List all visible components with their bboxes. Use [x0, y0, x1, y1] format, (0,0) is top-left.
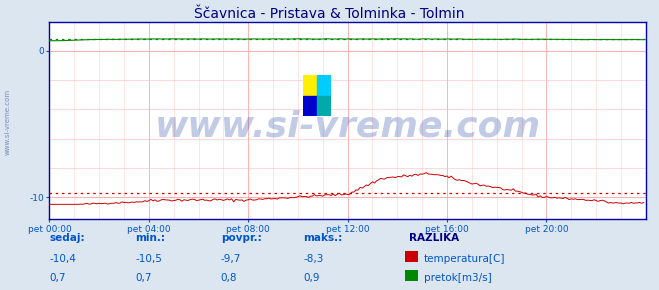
Text: -8,3: -8,3 [303, 254, 324, 264]
Text: maks.:: maks.: [303, 233, 343, 243]
Text: temperatura[C]: temperatura[C] [424, 254, 505, 264]
Text: RAZLIKA: RAZLIKA [409, 233, 459, 243]
Bar [317, 96, 331, 116]
Bar [303, 75, 317, 96]
Text: 0,7: 0,7 [135, 273, 152, 282]
Text: povpr.:: povpr.: [221, 233, 262, 243]
Text: sedaj:: sedaj: [49, 233, 85, 243]
Bar [303, 96, 317, 116]
Text: 0,7: 0,7 [49, 273, 66, 282]
Text: 0,9: 0,9 [303, 273, 320, 282]
Text: -10,4: -10,4 [49, 254, 76, 264]
Text: -10,5: -10,5 [135, 254, 162, 264]
Text: -9,7: -9,7 [221, 254, 241, 264]
Text: 0,8: 0,8 [221, 273, 237, 282]
Text: Ščavnica - Pristava & Tolminka - Tolmin: Ščavnica - Pristava & Tolminka - Tolmin [194, 7, 465, 21]
Text: pretok[m3/s]: pretok[m3/s] [424, 273, 492, 282]
Text: min.:: min.: [135, 233, 165, 243]
Text: www.si-vreme.com: www.si-vreme.com [155, 109, 540, 143]
Text: www.si-vreme.com: www.si-vreme.com [5, 89, 11, 155]
Bar [317, 75, 331, 96]
